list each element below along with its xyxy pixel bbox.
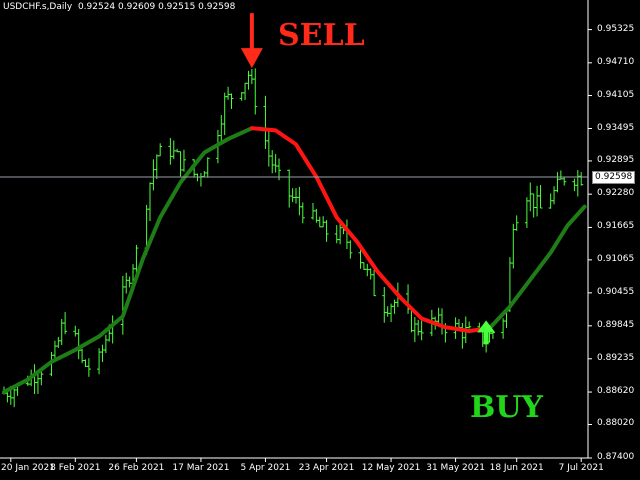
ohlc-values: 0.92524 0.92609 0.92515 0.92598 — [77, 2, 236, 12]
price-label: 0.94710 — [597, 56, 635, 67]
price-label: 0.93495 — [597, 122, 635, 133]
price-label: 0.92280 — [597, 188, 635, 199]
moving-average-line-3 — [487, 204, 587, 331]
buy-arrow-icon — [477, 320, 496, 333]
date-label: 31 May 2021 — [426, 463, 485, 473]
price-label: 0.91665 — [597, 221, 635, 232]
moving-average-line-1 — [2, 126, 254, 394]
date-label: 23 Apr 2021 — [298, 463, 355, 473]
moving-average-line-2 — [249, 126, 492, 333]
date-label: 7 Jul 2021 — [558, 463, 604, 473]
sell-arrow-icon — [240, 48, 263, 69]
price-label: 0.88620 — [597, 386, 635, 397]
date-label: 17 Mar 2021 — [172, 463, 230, 473]
date-label: 20 Jan 2021 — [1, 463, 55, 473]
date-label: 5 Apr 2021 — [240, 463, 291, 473]
date-label: 12 May 2021 — [361, 463, 421, 473]
buy-arrow-shaft — [483, 330, 489, 345]
symbol-header: USDCHF.s,Daily 0.92524 0.92609 0.92515 0… — [3, 2, 235, 12]
symbol-name: USDCHF.s,Daily — [3, 2, 73, 12]
price-label: 0.95325 — [597, 23, 635, 34]
date-label: 26 Feb 2021 — [108, 463, 165, 473]
price-label: 0.89845 — [597, 319, 635, 330]
date-label: 18 Jun 2021 — [489, 463, 544, 473]
price-label: 0.92895 — [597, 154, 635, 165]
price-label: 0.87400 — [597, 452, 635, 462]
price-label: 0.89235 — [597, 352, 635, 363]
buy-label: BUY — [470, 390, 543, 425]
price-label: 0.91065 — [597, 253, 635, 264]
current-price-label: 0.92598 — [592, 170, 636, 184]
sell-label: SELL — [278, 18, 365, 53]
sell-arrow-shaft — [249, 13, 254, 54]
date-label: 8 Feb 2021 — [50, 463, 101, 473]
price-label: 0.90455 — [597, 286, 635, 297]
price-label: 0.94105 — [597, 89, 635, 100]
price-label: 0.88020 — [597, 418, 635, 429]
